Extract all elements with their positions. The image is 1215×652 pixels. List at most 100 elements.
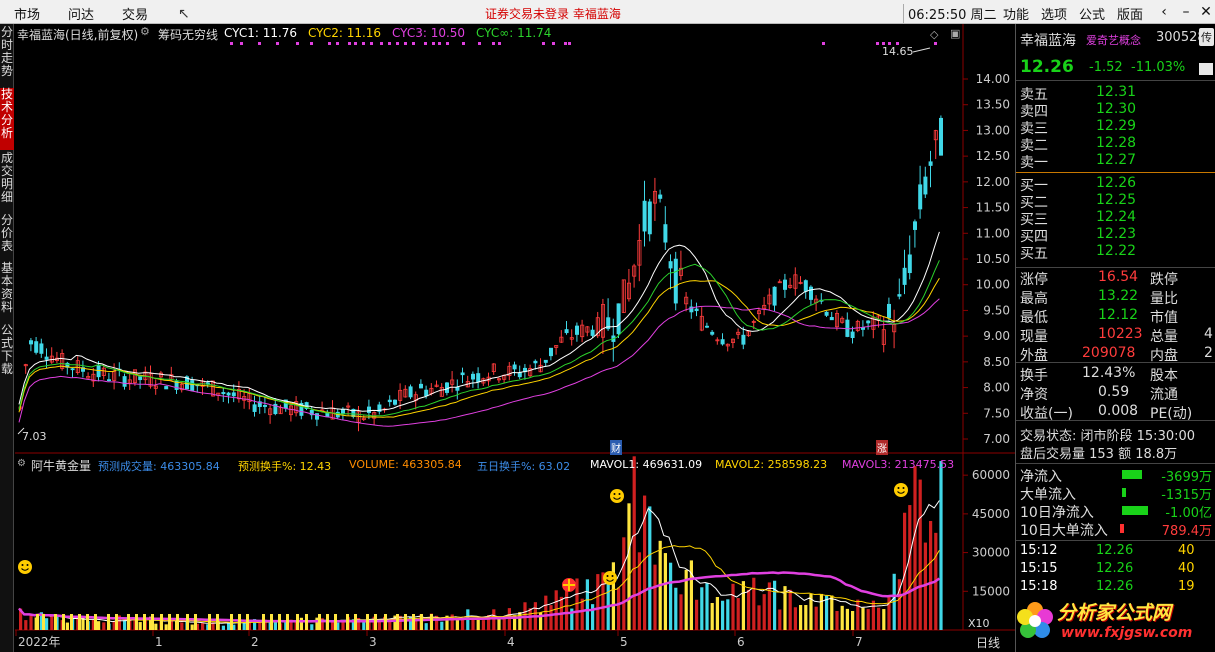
volume-indicator-name[interactable]: 阿牛黄金量 bbox=[31, 459, 92, 473]
tab-trade-detail[interactable]: 成交明细 bbox=[0, 151, 13, 204]
candle-body bbox=[262, 405, 267, 407]
limit-up-mark[interactable]: 涨 bbox=[876, 440, 888, 455]
clock: 06:25:50 周二 bbox=[903, 4, 997, 23]
cyc4-line bbox=[18, 260, 940, 417]
volume-bar bbox=[270, 614, 273, 630]
candle-body bbox=[710, 331, 715, 335]
ask-row[interactable]: 卖三 12.29 bbox=[1016, 118, 1215, 137]
bid-price: 12.23 bbox=[1096, 226, 1137, 242]
diamond-icon[interactable]: ◇ bbox=[930, 28, 939, 41]
volume-bar bbox=[487, 615, 491, 630]
smiley-icon-mouth bbox=[897, 491, 905, 494]
candle-body bbox=[231, 392, 236, 397]
volume-bar bbox=[445, 615, 449, 630]
tab-intraday[interactable]: 分时走势 bbox=[0, 25, 13, 78]
volume-bar bbox=[835, 610, 839, 630]
volume-bar bbox=[102, 622, 106, 630]
volume-bar bbox=[840, 605, 844, 630]
signal-dot bbox=[934, 42, 937, 45]
volume-bar bbox=[286, 614, 289, 630]
signal-dot bbox=[388, 42, 391, 45]
candle-body bbox=[132, 369, 137, 383]
volume-bar bbox=[877, 607, 881, 630]
volume-bar bbox=[305, 614, 308, 630]
volume-bar bbox=[168, 614, 171, 630]
expand-icon[interactable] bbox=[1199, 63, 1213, 75]
settings-icon[interactable]: ⚙ bbox=[140, 25, 150, 38]
menu-options[interactable]: 选项 bbox=[1041, 8, 1068, 23]
main-chart[interactable]: 14.00 13.50 13.00 12.50 12.00 11.50 11.00 10.50… bbox=[0, 0, 1015, 652]
volume-bar bbox=[502, 618, 506, 630]
tab-technical[interactable]: 技术分析 bbox=[0, 88, 14, 150]
candle-body bbox=[569, 337, 574, 340]
menu-function[interactable]: 功能 bbox=[1003, 8, 1030, 23]
back-icon[interactable]: ‹ bbox=[1161, 4, 1167, 20]
fin-label-2: 股本 bbox=[1150, 368, 1178, 384]
volume-bar bbox=[606, 572, 610, 630]
tab-formula-download[interactable]: 公式下载 bbox=[0, 323, 13, 376]
menu-layout[interactable]: 版面 bbox=[1117, 8, 1144, 23]
ask-row[interactable]: 卖二 12.28 bbox=[1016, 135, 1215, 154]
volume-bar bbox=[554, 590, 558, 630]
ask-row[interactable]: 卖四 12.30 bbox=[1016, 101, 1215, 120]
menu-market[interactable]: 市场 bbox=[14, 8, 41, 23]
volume-bar bbox=[76, 617, 80, 630]
concept-tag[interactable]: 爱奇艺概念 bbox=[1086, 34, 1141, 47]
candle-body bbox=[554, 345, 559, 348]
stat-row: 最高 13.22 量比 bbox=[1016, 288, 1215, 307]
candle-body bbox=[907, 254, 912, 274]
signal-dot bbox=[542, 42, 545, 45]
candle-body bbox=[684, 296, 689, 305]
menu-formula[interactable]: 公式 bbox=[1079, 8, 1106, 23]
cyc2-line bbox=[18, 278, 940, 418]
bid-row[interactable]: 买四 12.23 bbox=[1016, 226, 1215, 245]
candle-body bbox=[689, 306, 694, 313]
volume-bar bbox=[845, 608, 849, 630]
candle-body bbox=[403, 388, 408, 398]
bid-row[interactable]: 买一 12.26 bbox=[1016, 175, 1215, 194]
volume-bar bbox=[497, 619, 501, 630]
settings-icon[interactable]: ⚙ bbox=[17, 458, 26, 469]
flow-row: 10日大单流入 789.4万 bbox=[1016, 520, 1215, 539]
volume-bar bbox=[570, 608, 574, 630]
tab-price-table[interactable]: 分价表 bbox=[0, 213, 13, 253]
candle-body bbox=[601, 304, 606, 338]
bid-price: 12.25 bbox=[1096, 192, 1137, 208]
bid-row[interactable]: 买五 12.22 bbox=[1016, 243, 1215, 262]
login-notice[interactable]: 证券交易未登录 幸福蓝海 bbox=[485, 7, 621, 21]
flow-row: 净流入 -3699万 bbox=[1016, 466, 1215, 485]
stat-value: 16.54 bbox=[1098, 269, 1139, 285]
signal-dot bbox=[882, 42, 885, 45]
period-tab[interactable]: 日线 bbox=[976, 636, 1001, 650]
candle-body bbox=[491, 363, 496, 373]
tab-fundamentals[interactable]: 基本资料 bbox=[0, 261, 13, 314]
volume-bar bbox=[315, 617, 319, 630]
menu-wenda[interactable]: 问达 bbox=[68, 8, 95, 23]
stat-row: 外盘 209078 内盘 2 bbox=[1016, 345, 1215, 364]
candle-body bbox=[881, 329, 886, 345]
ask-row[interactable]: 卖一 12.27 bbox=[1016, 152, 1215, 171]
volume-bar bbox=[461, 618, 465, 630]
signal-dot bbox=[296, 42, 299, 45]
volume-bar bbox=[180, 622, 184, 630]
indicator-name[interactable]: 筹码无穷线 bbox=[158, 28, 219, 42]
candle-body bbox=[673, 258, 678, 304]
finance-mark[interactable]: 财 bbox=[610, 440, 622, 455]
candle-body bbox=[190, 380, 195, 391]
close-icon[interactable]: ✕ bbox=[1200, 4, 1212, 20]
fin-label: 换手 bbox=[1020, 368, 1048, 384]
volume-bar bbox=[246, 614, 249, 630]
candle-body bbox=[273, 403, 278, 415]
panel-toggle-icon[interactable]: ▣ bbox=[950, 27, 961, 40]
minimize-icon[interactable]: – bbox=[1182, 4, 1190, 20]
bid-row[interactable]: 买二 12.25 bbox=[1016, 192, 1215, 211]
menu-trade[interactable]: 交易 bbox=[122, 8, 149, 23]
volume-bar bbox=[518, 612, 522, 630]
bid-row[interactable]: 买三 12.24 bbox=[1016, 209, 1215, 228]
volume-bar bbox=[440, 621, 444, 630]
date-axis-label: 5 bbox=[620, 635, 628, 649]
ask-row[interactable]: 卖五 12.31 bbox=[1016, 84, 1215, 103]
volume-bar bbox=[151, 614, 154, 630]
chuan-button[interactable]: 传 bbox=[1199, 28, 1214, 46]
volume-bar bbox=[643, 495, 647, 630]
